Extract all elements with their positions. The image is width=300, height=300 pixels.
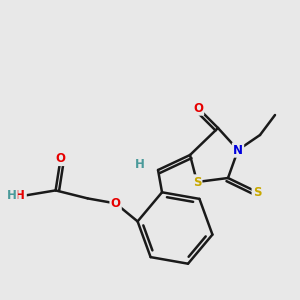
Text: H: H [7, 189, 16, 202]
Text: N: N [233, 143, 243, 157]
Text: S: S [253, 185, 261, 199]
Text: O: O [111, 197, 121, 210]
Text: O: O [56, 152, 66, 165]
Text: S: S [193, 176, 201, 188]
Text: O: O [193, 101, 203, 115]
Text: H: H [135, 158, 145, 172]
Text: OH: OH [6, 189, 26, 202]
